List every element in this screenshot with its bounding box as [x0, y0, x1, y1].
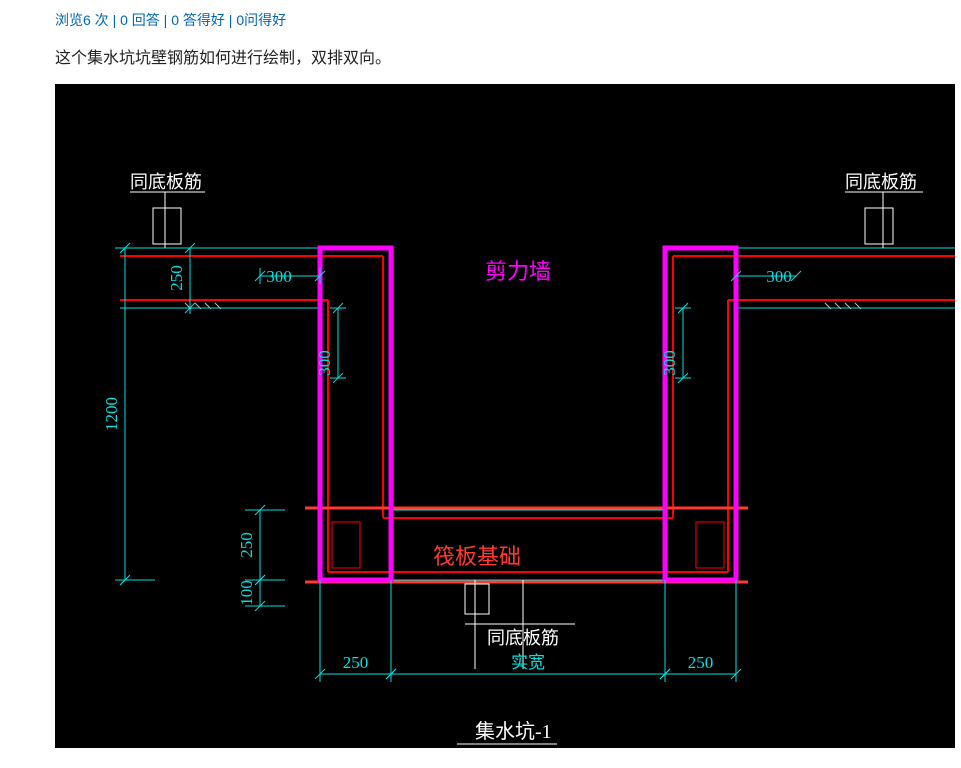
stats-line: 浏览6 次 | 0 回答 | 0 答得好 | 0问得好 [55, 0, 961, 44]
svg-text:250: 250 [167, 265, 186, 291]
question-text: 这个集水坑坑壁钢筋如何进行绘制，双排双向。 [55, 44, 961, 84]
answers: 0 回答 [120, 12, 160, 28]
svg-text:同底板筋: 同底板筋 [130, 172, 202, 192]
svg-text:同底板筋: 同底板筋 [845, 172, 917, 192]
cad-diagram: 同底板筋同底板筋同底板筋剪力墙筏板基础集水坑-12501200250100300… [55, 84, 955, 748]
svg-text:集水坑-1: 集水坑-1 [475, 720, 552, 743]
svg-text:100: 100 [237, 580, 256, 606]
svg-text:1200: 1200 [102, 397, 121, 431]
svg-text:250: 250 [343, 653, 369, 672]
svg-text:300: 300 [315, 350, 334, 376]
svg-text:剪力墙: 剪力墙 [485, 259, 551, 284]
svg-text:250: 250 [688, 653, 714, 672]
svg-text:250: 250 [237, 532, 256, 558]
svg-text:300: 300 [660, 350, 679, 376]
svg-text:筏板基础: 筏板基础 [433, 544, 521, 569]
good-answers: 0 答得好 [171, 12, 225, 28]
good-questions: 0问得好 [236, 12, 286, 28]
svg-text:实宽: 实宽 [511, 653, 545, 672]
svg-text:300: 300 [266, 267, 292, 286]
views: 浏览6 次 [55, 12, 109, 28]
